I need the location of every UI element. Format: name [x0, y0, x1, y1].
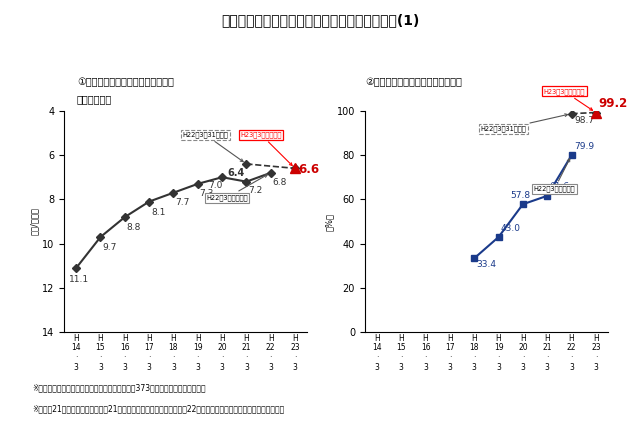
Text: 6.6: 6.6 [298, 163, 319, 176]
Text: 61.6: 61.6 [550, 182, 570, 191]
Text: 8.8: 8.8 [127, 223, 141, 232]
Text: H23年3月１日現在: H23年3月１日現在 [543, 88, 593, 110]
Text: 79.9: 79.9 [574, 142, 594, 151]
Text: 99.2: 99.2 [599, 97, 628, 110]
Text: 43.0: 43.0 [501, 224, 521, 233]
Text: ※　平成21年度については、平成21年度第１次補正予算等による平成22年３月１日以降の整備を併せて集計した。: ※ 平成21年度については、平成21年度第１次補正予算等による平成22年３月１日… [32, 405, 284, 414]
Y-axis label: （人/台数）: （人/台数） [30, 207, 39, 236]
Text: ②教員の校務用コンピュータ整備率: ②教員の校務用コンピュータ整備率 [365, 78, 461, 87]
Text: 9.7: 9.7 [102, 243, 117, 252]
Text: 57.8: 57.8 [511, 191, 531, 200]
Text: 児童生徒数: 児童生徒数 [77, 95, 112, 104]
Text: 7.7: 7.7 [175, 198, 190, 207]
Text: 98.7: 98.7 [575, 116, 595, 125]
Text: １　学校におけるＩＣＴ環境の整備状況の推移(1): １ 学校におけるＩＣＴ環境の整備状況の推移(1) [221, 13, 419, 27]
Text: 8.1: 8.1 [151, 208, 166, 217]
Text: 6.8: 6.8 [273, 178, 287, 187]
Text: 6.4: 6.4 [227, 168, 244, 178]
Text: H23年3月１日現在: H23年3月１日現在 [240, 131, 292, 166]
Text: H22年3月１日現在: H22年3月１日現在 [206, 175, 268, 201]
Y-axis label: （%）: （%） [325, 213, 334, 230]
Text: 11.1: 11.1 [69, 275, 89, 284]
Text: 7.0: 7.0 [209, 181, 223, 190]
Text: ※　東日本大震災の影響による回答不可能学校（373校）を除いた数値である。: ※ 東日本大震災の影響による回答不可能学校（373校）を除いた数値である。 [32, 383, 205, 392]
Text: H22年3月31日現在: H22年3月31日現在 [182, 131, 243, 161]
Text: 7.3: 7.3 [200, 189, 214, 198]
Text: H22年3月１日現在: H22年3月１日現在 [534, 159, 575, 192]
Text: 33.4: 33.4 [477, 260, 497, 269]
Text: H22年3月31日現在: H22年3月31日現在 [481, 114, 568, 132]
Text: 7.2: 7.2 [248, 186, 262, 195]
Text: ①教育用コンピュータ１台当たりの: ①教育用コンピュータ１台当たりの [77, 78, 173, 87]
